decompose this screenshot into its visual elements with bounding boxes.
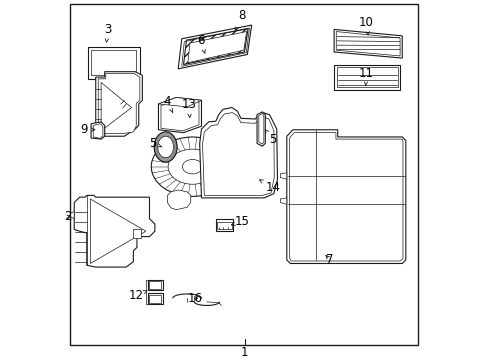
Bar xyxy=(147,280,163,291)
Polygon shape xyxy=(187,32,246,63)
Polygon shape xyxy=(257,112,265,146)
Ellipse shape xyxy=(151,137,233,197)
Polygon shape xyxy=(161,100,199,131)
Polygon shape xyxy=(91,122,104,139)
Bar xyxy=(91,50,136,75)
Polygon shape xyxy=(93,124,102,138)
Text: 2: 2 xyxy=(64,210,72,224)
Text: 9: 9 xyxy=(80,122,95,136)
Polygon shape xyxy=(280,198,286,204)
Text: 3: 3 xyxy=(103,23,111,42)
Polygon shape xyxy=(333,30,402,58)
Text: 15: 15 xyxy=(231,215,249,228)
Bar xyxy=(333,65,400,90)
Bar xyxy=(88,46,140,79)
Polygon shape xyxy=(90,199,145,264)
Ellipse shape xyxy=(182,159,202,174)
Text: 16: 16 xyxy=(187,292,203,305)
Polygon shape xyxy=(101,82,131,131)
Text: 4: 4 xyxy=(163,95,172,113)
Polygon shape xyxy=(280,173,286,179)
Ellipse shape xyxy=(168,149,217,184)
Polygon shape xyxy=(199,108,277,198)
Bar xyxy=(336,67,397,87)
Polygon shape xyxy=(98,73,140,133)
Polygon shape xyxy=(70,212,74,219)
Text: 11: 11 xyxy=(358,67,373,85)
Text: 10: 10 xyxy=(358,16,373,35)
Text: 7: 7 xyxy=(325,253,333,266)
Polygon shape xyxy=(158,98,201,132)
Bar xyxy=(215,219,233,231)
Polygon shape xyxy=(183,29,247,64)
Text: 8: 8 xyxy=(235,9,245,31)
Polygon shape xyxy=(258,113,264,144)
Polygon shape xyxy=(202,113,274,195)
Polygon shape xyxy=(96,72,142,136)
Ellipse shape xyxy=(233,156,255,177)
Bar xyxy=(217,221,231,229)
Polygon shape xyxy=(289,132,402,261)
Bar xyxy=(147,293,163,304)
Text: 12: 12 xyxy=(128,289,146,302)
Text: 5: 5 xyxy=(264,130,276,145)
Polygon shape xyxy=(286,130,405,264)
Bar xyxy=(149,281,161,289)
Polygon shape xyxy=(133,229,140,238)
Ellipse shape xyxy=(217,140,271,194)
Text: 5: 5 xyxy=(149,137,162,150)
Text: 14: 14 xyxy=(259,180,280,194)
Polygon shape xyxy=(167,190,190,210)
Ellipse shape xyxy=(154,132,177,162)
Polygon shape xyxy=(158,98,201,107)
Text: 6: 6 xyxy=(197,34,205,53)
Ellipse shape xyxy=(158,136,173,158)
Text: 13: 13 xyxy=(181,98,196,117)
Polygon shape xyxy=(74,195,155,267)
Text: 1: 1 xyxy=(240,346,248,359)
Bar xyxy=(149,295,161,302)
Polygon shape xyxy=(336,32,399,56)
